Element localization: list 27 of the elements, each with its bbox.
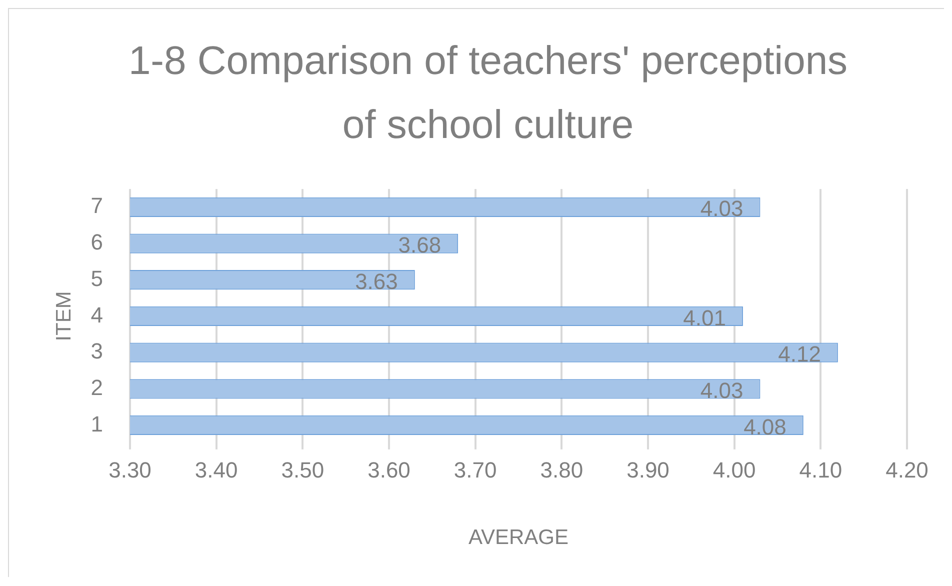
data-label: 3.63 (355, 268, 398, 294)
y-tick-label: 4 (90, 302, 103, 328)
chart-title: 1-8 Comparison of teachers' perceptions of school culture (128, 39, 848, 148)
y-tick-label: 2 (90, 374, 103, 400)
data-label: 4.01 (683, 305, 726, 330)
data-label: 4.03 (700, 196, 744, 222)
x-tick-label: 3.60 (368, 458, 410, 483)
x-tick-label: 3.50 (281, 458, 324, 483)
x-tick-label: 4.00 (712, 458, 756, 483)
y-tick-label: 7 (90, 193, 103, 218)
x-tick-label: 3.90 (626, 458, 670, 483)
y-tick-label: 1 (90, 411, 103, 436)
y-tick-label: 5 (90, 266, 103, 291)
x-tick-label: 3.80 (540, 458, 584, 483)
x-tick-label: 3.40 (194, 458, 238, 483)
y-axis-title: ITEM (52, 291, 76, 342)
y-tick-label: 3 (90, 338, 103, 364)
x-tick-label: 3.30 (108, 458, 152, 483)
x-tick-label: 4.20 (886, 458, 928, 483)
data-label: 4.03 (700, 378, 744, 403)
data-label: 3.68 (398, 232, 442, 258)
x-tick-label: 3.70 (454, 458, 497, 483)
data-label: 4.08 (744, 414, 786, 440)
data-label: 4.12 (778, 342, 821, 367)
x-tick-label: 4.10 (799, 458, 842, 483)
x-axis-title: AVERAGE (468, 526, 568, 550)
y-tick-label: 6 (90, 230, 103, 255)
